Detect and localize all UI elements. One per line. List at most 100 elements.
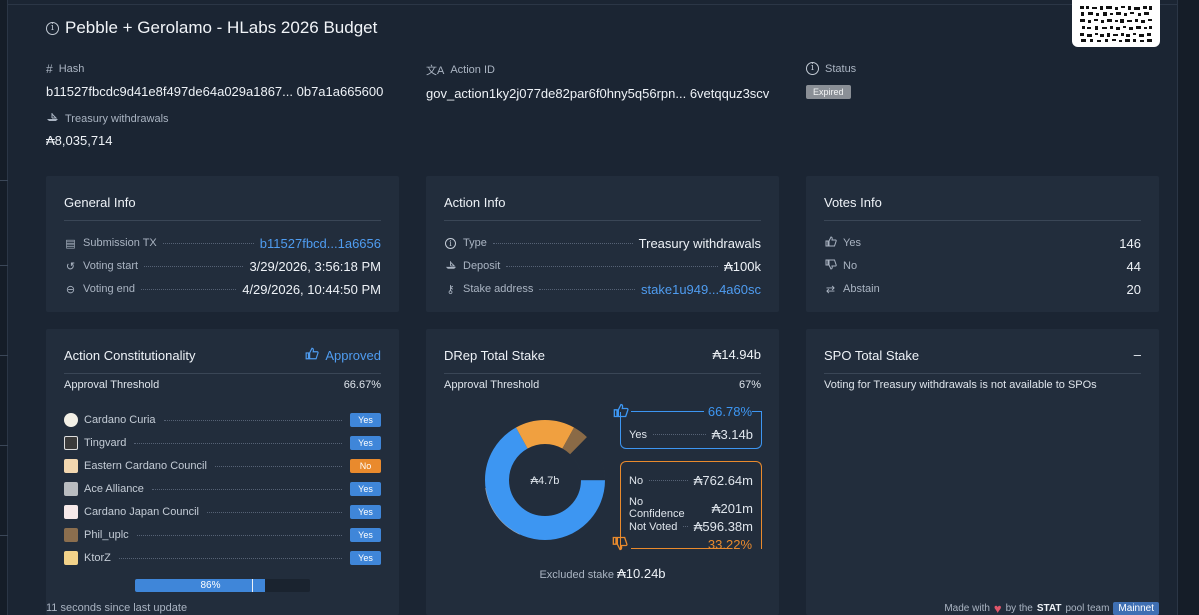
drep-yes-box	[620, 412, 762, 449]
action-id-label: Action ID	[450, 64, 495, 76]
cc-member-row[interactable]: Cardano Curia Yes	[64, 412, 381, 428]
stat-link[interactable]: STAT	[1036, 603, 1062, 614]
member-avatar	[64, 482, 78, 496]
drep-no-row: No ₳762.64m	[629, 473, 753, 488]
info-icon: i	[444, 237, 457, 250]
proposal-title: Pebble + Gerolamo - HLabs 2026 Budget	[65, 18, 378, 37]
donut-not-voted-segment[interactable]	[485, 420, 605, 540]
donut-yes-segment[interactable]	[485, 420, 605, 540]
receipt-icon: ▤	[65, 237, 76, 250]
drep-total: ₳14.94b	[712, 347, 761, 362]
history-icon: ↺	[65, 260, 76, 273]
drep-stake-card: DRep Total Stake ₳14.94b Approval Thresh…	[426, 329, 779, 615]
drep-not-voted-row: Not Voted ₳596.38m	[629, 519, 753, 534]
approved-status: Approved	[305, 347, 381, 363]
top-divider	[8, 0, 1177, 5]
votes-info-card: Votes Info Yes 146 No 44 ⇄ Abstain 20	[806, 176, 1159, 312]
hash-field: # Hash b11527fbcdc9d41e8f497de64a029a1867…	[46, 62, 383, 99]
vote-badge: Yes	[350, 436, 381, 450]
treasury-field: Treasury withdrawals ₳8,035,714	[46, 112, 169, 149]
thumbs-up-icon	[824, 236, 837, 250]
card-title: Action Info	[444, 195, 506, 210]
threshold-row: Approval Threshold 66.67%	[64, 379, 381, 391]
progress-label: 86%	[200, 580, 221, 591]
votes-abstain-row: ⇄ Abstain 20	[825, 281, 1141, 297]
info-icon: i	[806, 62, 819, 75]
member-avatar	[64, 528, 78, 542]
network-badge: Mainnet	[1113, 602, 1159, 615]
cc-member-row[interactable]: Cardano Japan Council Yes	[64, 504, 381, 520]
donut-center-label: ₳4.7b	[531, 475, 560, 487]
drep-no-percent: 33.22%	[707, 537, 752, 552]
vote-badge: Yes	[350, 482, 381, 496]
card-title: SPO Total Stake	[824, 348, 920, 363]
submission-tx-row: ▤ Submission TX b11527fbcd...1a6656	[65, 235, 381, 251]
vote-badge: No	[350, 459, 381, 473]
cc-member-row[interactable]: Tingvard Yes	[64, 435, 381, 451]
threshold-row: Approval Threshold 67%	[444, 379, 761, 391]
swap-icon: ⇄	[825, 283, 836, 296]
right-sidebar-edge	[1177, 0, 1199, 615]
action-info-card: Action Info i Type Treasury withdrawals …	[426, 176, 779, 312]
hash-icon: #	[46, 62, 53, 76]
not-voted-outline	[484, 419, 606, 541]
voting-end-row: ⊖ Voting end 4/29/2026, 10:44:50 PM	[65, 281, 381, 297]
thumbs-down-icon	[824, 259, 837, 273]
info-icon: i	[46, 21, 59, 35]
ship-icon	[46, 112, 59, 125]
cc-member-row[interactable]: Ace Alliance Yes	[64, 481, 381, 497]
deposit-row: Deposit ₳100k	[444, 258, 761, 274]
card-title: DRep Total Stake	[444, 348, 545, 363]
donut-no-segment[interactable]	[485, 420, 605, 540]
heart-icon: ♥	[993, 601, 1002, 615]
status-field: i Status Expired	[806, 62, 856, 99]
member-avatar	[64, 551, 78, 565]
member-avatar	[64, 505, 78, 519]
treasury-value: ₳8,035,714	[46, 133, 113, 148]
approval-progress-bar: 86%	[135, 579, 310, 592]
drep-no-box	[620, 461, 762, 549]
cc-member-row[interactable]: KtorZ Yes	[64, 550, 381, 566]
drep-yes-row: Yes ₳3.14b	[629, 427, 753, 442]
left-sidebar-edge	[0, 0, 8, 615]
ship-icon	[444, 260, 457, 273]
hash-value[interactable]: b11527fbcdc9d41e8f497de64a029a1867... 0b…	[46, 84, 384, 99]
stake-address-row: ⚷ Stake address stake1u949...4a60sc	[444, 281, 761, 297]
action-id-value[interactable]: gov_action1ky2j077de82par6f0hny5q56rpn..…	[426, 86, 770, 101]
spo-stake-card: SPO Total Stake – Voting for Treasury wi…	[806, 329, 1159, 615]
cc-member-row[interactable]: Phil_uplc Yes	[64, 527, 381, 543]
action-id-field: 文A Action ID gov_action1ky2j077de82par6f…	[426, 62, 769, 101]
stake-address-link[interactable]: stake1u949...4a60sc	[641, 281, 761, 297]
member-avatar	[64, 436, 78, 450]
qr-code[interactable]	[1072, 0, 1160, 47]
votes-no-row: No 44	[824, 258, 1141, 274]
footer-credits: Made with ♥ by the STAT pool team Mainne…	[944, 601, 1159, 615]
thumbs-up-icon	[613, 403, 629, 423]
type-row: i Type Treasury withdrawals	[444, 235, 761, 251]
progress-fill	[135, 579, 265, 592]
drep-donut-chart: ₳4.7b	[484, 419, 606, 541]
votes-yes-row: Yes 146	[824, 235, 1141, 251]
vote-badge: Yes	[350, 551, 381, 565]
status-badge: Expired	[806, 85, 851, 99]
member-avatar	[64, 459, 78, 473]
spo-total: –	[1133, 347, 1141, 362]
status-label: Status	[825, 62, 857, 75]
drep-yes-percent: 66.78%	[703, 404, 752, 419]
thumbs-up-icon	[305, 347, 319, 363]
threshold-marker	[252, 579, 253, 592]
page-title: i Pebble + Gerolamo - HLabs 2026 Budget	[46, 18, 377, 38]
card-title: General Info	[64, 195, 136, 210]
drep-no-confidence-row: No Confidence ₳201m	[629, 496, 753, 520]
minus-circle-icon: ⊖	[65, 283, 76, 296]
vote-badge: Yes	[350, 413, 381, 427]
spo-note: Voting for Treasury withdrawals is not a…	[824, 379, 1097, 391]
general-info-card: General Info ▤ Submission TX b11527fbcd.…	[46, 176, 399, 312]
member-avatar	[64, 413, 78, 427]
submission-tx-link[interactable]: b11527fbcd...1a6656	[259, 235, 381, 251]
treasury-label: Treasury withdrawals	[65, 112, 169, 125]
card-title: Action Constitutionality	[64, 348, 196, 363]
hash-label: Hash	[58, 63, 85, 75]
vote-badge: Yes	[350, 505, 381, 519]
cc-member-row[interactable]: Eastern Cardano Council No	[64, 458, 381, 474]
